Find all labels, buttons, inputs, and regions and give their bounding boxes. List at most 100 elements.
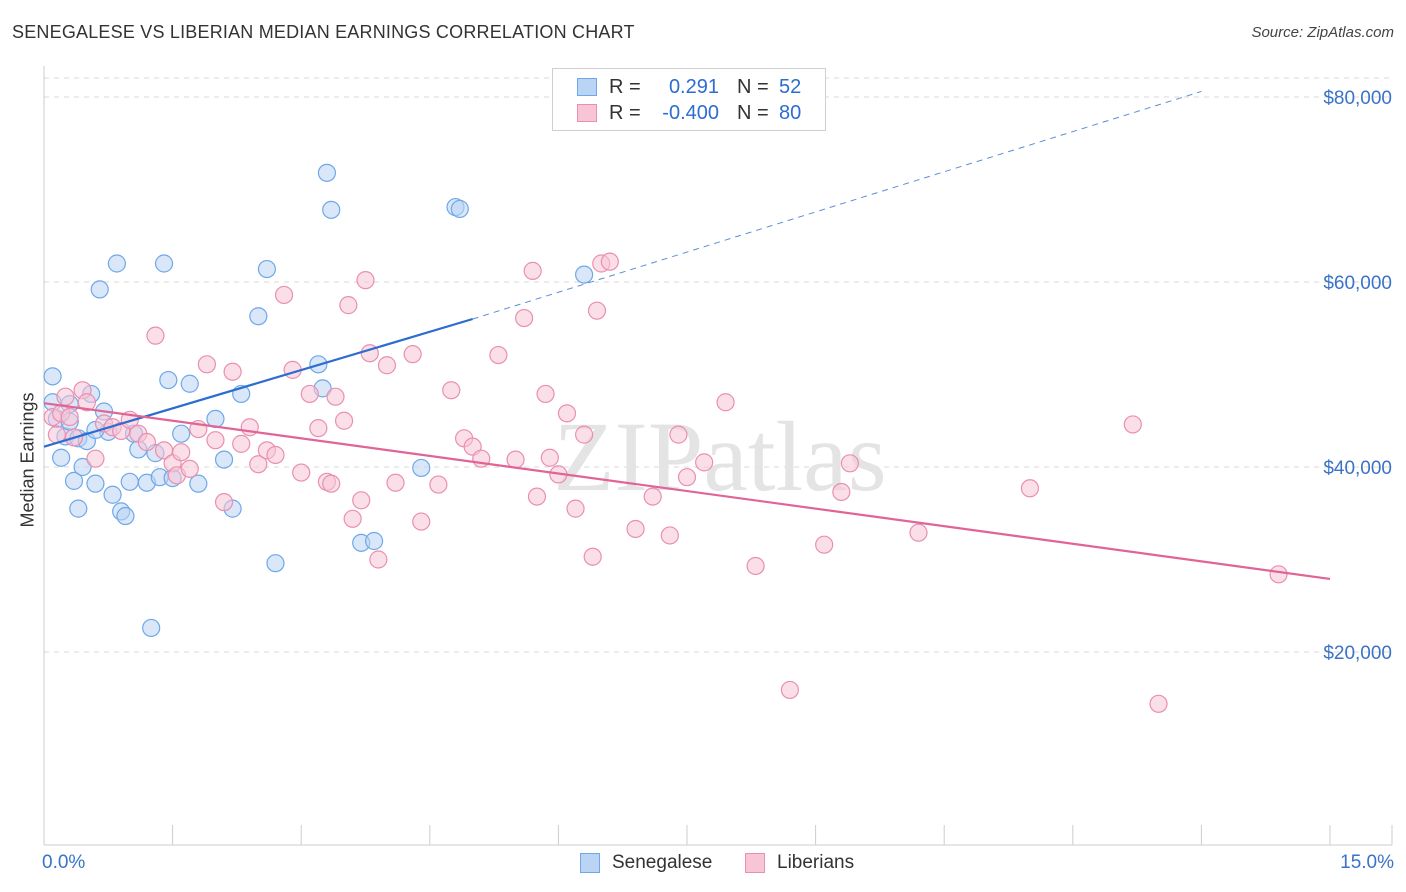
point-liberians (527, 487, 547, 506)
series-swatch-senegalese (580, 853, 600, 873)
point-liberians (412, 512, 431, 531)
point-liberians (815, 535, 834, 554)
legend-row-liberians: R = -0.400 N = 80 (553, 100, 801, 126)
point-senegalese (107, 254, 126, 273)
point-senegalese (317, 163, 337, 182)
legend-n-label: N = (737, 101, 769, 124)
point-liberians (660, 526, 679, 545)
y-tick-label: $20,000 (1323, 643, 1392, 664)
point-liberians (232, 434, 251, 453)
point-senegalese (90, 280, 109, 299)
point-senegalese (214, 450, 234, 469)
source-label: Source: ZipAtlas.com (1251, 24, 1394, 41)
point-liberians (180, 459, 199, 478)
series-legend-senegalese: Senegalese (580, 852, 712, 874)
legend-r-value: 0.291 (668, 75, 719, 98)
point-liberians (566, 499, 585, 518)
watermark: ZIPatlas (553, 401, 886, 512)
point-liberians (780, 680, 799, 700)
point-liberians (60, 407, 79, 427)
point-liberians (1149, 694, 1168, 713)
point-senegalese (249, 307, 268, 326)
legend-n-value: 80 (779, 101, 802, 124)
point-senegalese (257, 259, 277, 279)
point-senegalese (64, 471, 84, 490)
point-liberians (343, 509, 362, 528)
series-name-liberians: Liberians (777, 852, 855, 873)
point-liberians (369, 550, 388, 569)
y-tick-label: $40,000 (1323, 458, 1392, 479)
point-senegalese (172, 424, 191, 443)
chart-title: SENEGALESE VS LIBERIAN MEDIAN EARNINGS C… (12, 22, 635, 42)
y-tick-labels: $20,000 $40,000 $60,000 $80,000 (1323, 88, 1392, 664)
y-tick-label: $60,000 (1323, 273, 1392, 294)
legend-swatch-liberians (577, 104, 597, 122)
point-senegalese (575, 265, 594, 284)
point-liberians (716, 393, 735, 412)
point-liberians (442, 381, 461, 400)
point-liberians (377, 356, 397, 375)
point-senegalese (103, 485, 122, 504)
point-senegalese (116, 506, 135, 526)
axes-layer (43, 66, 1393, 846)
point-liberians (77, 393, 96, 412)
point-senegalese (86, 474, 105, 493)
point-liberians (274, 285, 294, 305)
x-tick-max: 15.0% (1340, 852, 1394, 873)
point-senegalese (52, 448, 71, 467)
points-layer (43, 163, 1288, 713)
point-liberians (677, 468, 697, 487)
point-liberians (429, 475, 448, 494)
series-name-senegalese: Senegalese (612, 852, 713, 873)
grid-layer (44, 77, 1392, 653)
point-liberians (322, 474, 341, 493)
legend-n-value: 52 (779, 75, 802, 98)
point-liberians (587, 301, 607, 320)
point-liberians (557, 404, 577, 423)
point-liberians (626, 519, 645, 539)
point-liberians (523, 261, 542, 280)
point-liberians (172, 443, 191, 462)
point-liberians (403, 345, 422, 364)
point-liberians (356, 271, 375, 290)
point-senegalese (189, 474, 208, 493)
point-liberians (840, 454, 859, 473)
point-senegalese (266, 554, 285, 573)
point-senegalese (43, 367, 62, 386)
point-liberians (832, 482, 851, 502)
point-liberians (146, 326, 165, 345)
point-liberians (137, 432, 156, 452)
point-senegalese (120, 472, 139, 491)
point-liberians (300, 384, 319, 404)
point-senegalese (450, 199, 469, 219)
point-liberians (909, 523, 928, 542)
point-liberians (352, 491, 371, 510)
point-liberians (600, 252, 619, 271)
point-liberians (695, 453, 714, 472)
point-senegalese (73, 457, 92, 477)
point-liberians (339, 296, 358, 315)
point-senegalese (69, 499, 88, 518)
point-senegalese (412, 458, 431, 478)
correlation-legend: R = 0.291 N = 52 R = -0.400 N = 80 (552, 68, 826, 131)
y-tick-label: $80,000 (1323, 88, 1392, 109)
series-legend: Senegalese Liberians (0, 852, 1406, 878)
point-liberians (214, 493, 234, 512)
point-liberians (746, 556, 765, 576)
legend-r-value: -0.400 (662, 101, 719, 124)
series-swatch-liberians (745, 853, 765, 873)
point-liberians (1123, 415, 1142, 434)
point-liberians (249, 455, 268, 474)
point-liberians (489, 345, 508, 365)
point-liberians (206, 431, 225, 450)
point-senegalese (159, 370, 178, 390)
legend-r-label: R = (609, 101, 641, 124)
legend-n-label: N = (737, 75, 769, 98)
trend-line-senegalese (43, 317, 473, 448)
point-liberians (334, 411, 354, 430)
point-liberians (56, 387, 75, 406)
point-liberians (1269, 565, 1288, 584)
point-liberians (386, 473, 405, 492)
point-senegalese (322, 200, 341, 219)
